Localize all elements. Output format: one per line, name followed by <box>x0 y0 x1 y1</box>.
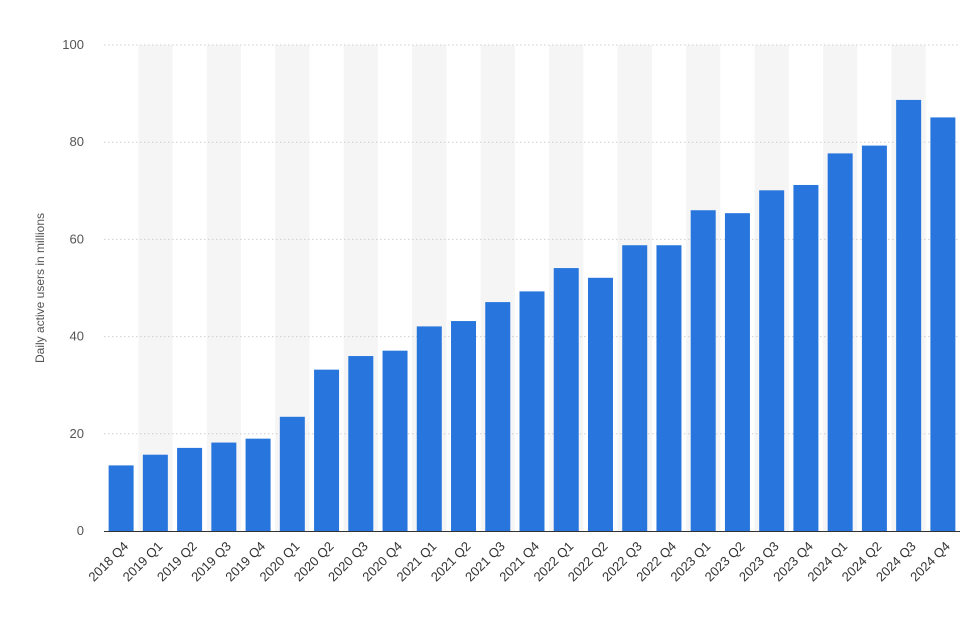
background-band <box>138 45 173 531</box>
bar[interactable] <box>416 326 442 531</box>
y-tick-label: 0 <box>77 523 84 538</box>
y-tick-label: 20 <box>70 426 84 441</box>
bar[interactable] <box>724 213 750 531</box>
bar[interactable] <box>759 190 785 531</box>
bar[interactable] <box>553 268 579 531</box>
bar[interactable] <box>793 184 819 531</box>
bar[interactable] <box>348 356 374 531</box>
bar[interactable] <box>485 302 511 531</box>
y-axis-title: Daily active users in millions <box>33 213 47 363</box>
bar[interactable] <box>245 438 271 531</box>
bar[interactable] <box>827 153 853 531</box>
bar[interactable] <box>587 277 613 531</box>
bar[interactable] <box>896 99 922 532</box>
bar[interactable] <box>861 145 887 531</box>
bar[interactable] <box>519 291 545 531</box>
bar[interactable] <box>142 454 168 531</box>
bars <box>108 99 956 532</box>
bar[interactable] <box>690 210 716 532</box>
y-tick-labels: 0 20 40 60 80 100 <box>62 37 84 538</box>
bar[interactable] <box>211 442 237 531</box>
y-tick-label: 80 <box>70 134 84 149</box>
y-tick-label: 40 <box>70 329 84 344</box>
bar[interactable] <box>622 245 648 532</box>
bar[interactable] <box>279 416 305 531</box>
bar[interactable] <box>382 350 408 531</box>
bar[interactable] <box>451 321 477 531</box>
bar[interactable] <box>656 245 682 532</box>
bar[interactable] <box>108 465 134 531</box>
y-tick-label: 100 <box>62 37 84 52</box>
bar[interactable] <box>314 369 340 531</box>
bar[interactable] <box>930 117 956 531</box>
bar[interactable] <box>177 447 203 531</box>
y-tick-label: 60 <box>70 231 84 246</box>
